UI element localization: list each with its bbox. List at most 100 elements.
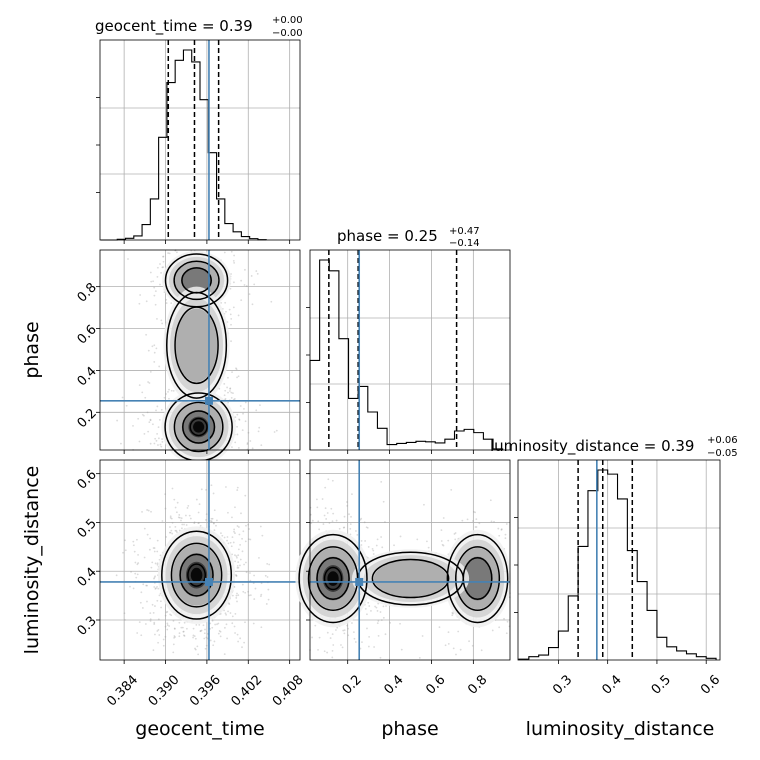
- sample-point: [376, 538, 379, 541]
- sample-point: [160, 445, 163, 448]
- sample-point: [210, 521, 213, 523]
- sample-point: [260, 444, 263, 447]
- sample-point: [203, 632, 206, 635]
- sample-point: [221, 534, 224, 537]
- sample-point: [240, 299, 243, 302]
- sample-point: [223, 653, 226, 656]
- truth-marker: [204, 396, 213, 405]
- sample-point: [199, 524, 202, 527]
- sample-point: [248, 293, 251, 296]
- tick-label-y: 0.2: [75, 406, 100, 431]
- sample-point: [138, 302, 141, 305]
- sample-point: [140, 634, 143, 637]
- sample-point: [185, 514, 187, 517]
- sample-point: [168, 625, 171, 627]
- sample-point: [213, 640, 216, 643]
- sample-point: [267, 598, 270, 601]
- sample-point: [143, 556, 146, 559]
- sample-point: [155, 439, 158, 442]
- sample-point: [136, 563, 139, 566]
- sample-point: [156, 550, 159, 553]
- sample-point: [506, 620, 509, 623]
- sample-point: [224, 612, 227, 615]
- xlabel-phase: phase: [381, 718, 438, 740]
- sample-point: [364, 540, 367, 542]
- tick-label-x: 0.402: [228, 672, 265, 709]
- sample-point: [166, 610, 169, 613]
- sample-point: [466, 518, 469, 521]
- sample-point: [237, 594, 240, 597]
- sample-point: [223, 626, 226, 629]
- sample-point: [175, 511, 178, 514]
- sample-point: [326, 512, 329, 514]
- sample-point: [240, 279, 243, 282]
- sample-point: [150, 280, 153, 283]
- sample-point: [331, 649, 334, 652]
- sample-point: [146, 509, 149, 511]
- sample-point: [161, 520, 164, 522]
- sample-point: [326, 631, 329, 634]
- sample-point: [174, 529, 177, 532]
- sample-point: [167, 390, 169, 393]
- sample-point: [239, 564, 241, 567]
- sample-point: [249, 572, 251, 574]
- sample-point: [351, 622, 353, 624]
- sample-point: [265, 603, 268, 605]
- sample-point: [149, 418, 152, 421]
- sample-point: [147, 381, 149, 383]
- sample-point: [338, 527, 341, 530]
- sample-point: [136, 573, 139, 576]
- sample-point: [160, 271, 162, 274]
- sample-point: [363, 521, 366, 524]
- sample-point: [253, 598, 256, 600]
- sample-point: [238, 418, 241, 421]
- sample-point: [170, 517, 173, 520]
- sample-point: [150, 566, 153, 569]
- sample-point: [350, 515, 352, 518]
- sample-point: [228, 603, 231, 606]
- panel-frame: [309, 459, 511, 661]
- sample-point: [214, 623, 217, 626]
- sample-point: [251, 303, 254, 306]
- sample-point: [149, 537, 152, 540]
- sample-point: [239, 558, 242, 561]
- sample-point: [346, 624, 349, 627]
- sample-point: [194, 648, 197, 651]
- sample-point: [145, 333, 148, 336]
- sample-point: [235, 367, 237, 370]
- sample-point: [124, 539, 126, 542]
- sample-point: [178, 621, 181, 624]
- sample-point: [157, 444, 159, 446]
- sample-point: [212, 644, 215, 647]
- contour-line: [446, 533, 509, 624]
- sample-point: [158, 419, 161, 421]
- sample-point: [349, 523, 352, 526]
- sample-point: [231, 536, 234, 538]
- sample-point: [205, 488, 207, 491]
- sample-point: [235, 575, 238, 577]
- sample-point: [152, 611, 155, 614]
- sample-point: [149, 271, 152, 274]
- sample-point: [270, 300, 273, 303]
- sample-point: [244, 494, 247, 497]
- sample-point: [153, 576, 156, 579]
- tick-label-x: 0.2: [340, 672, 365, 697]
- xlabel-geocent-time: geocent_time: [135, 718, 264, 740]
- contour-line: [323, 566, 343, 591]
- sample-point: [156, 317, 158, 320]
- density-level: [181, 267, 213, 294]
- sample-point: [379, 656, 382, 659]
- sample-point: [141, 413, 144, 416]
- panel-frame: [99, 249, 301, 451]
- sample-point: [377, 619, 380, 622]
- sample-point: [243, 641, 246, 644]
- sample-point: [427, 546, 430, 549]
- panel-phase-luminosity_distance: 0.2 0.4 0.6 0.8: [295, 459, 512, 698]
- sample-point: [497, 527, 500, 530]
- sample-point: [236, 376, 238, 379]
- sample-point: [116, 419, 119, 422]
- tick-label-x: 0.6: [698, 672, 723, 697]
- sample-point: [145, 584, 148, 587]
- tick-label-x: 0.408: [270, 672, 307, 709]
- sample-point: [489, 499, 492, 502]
